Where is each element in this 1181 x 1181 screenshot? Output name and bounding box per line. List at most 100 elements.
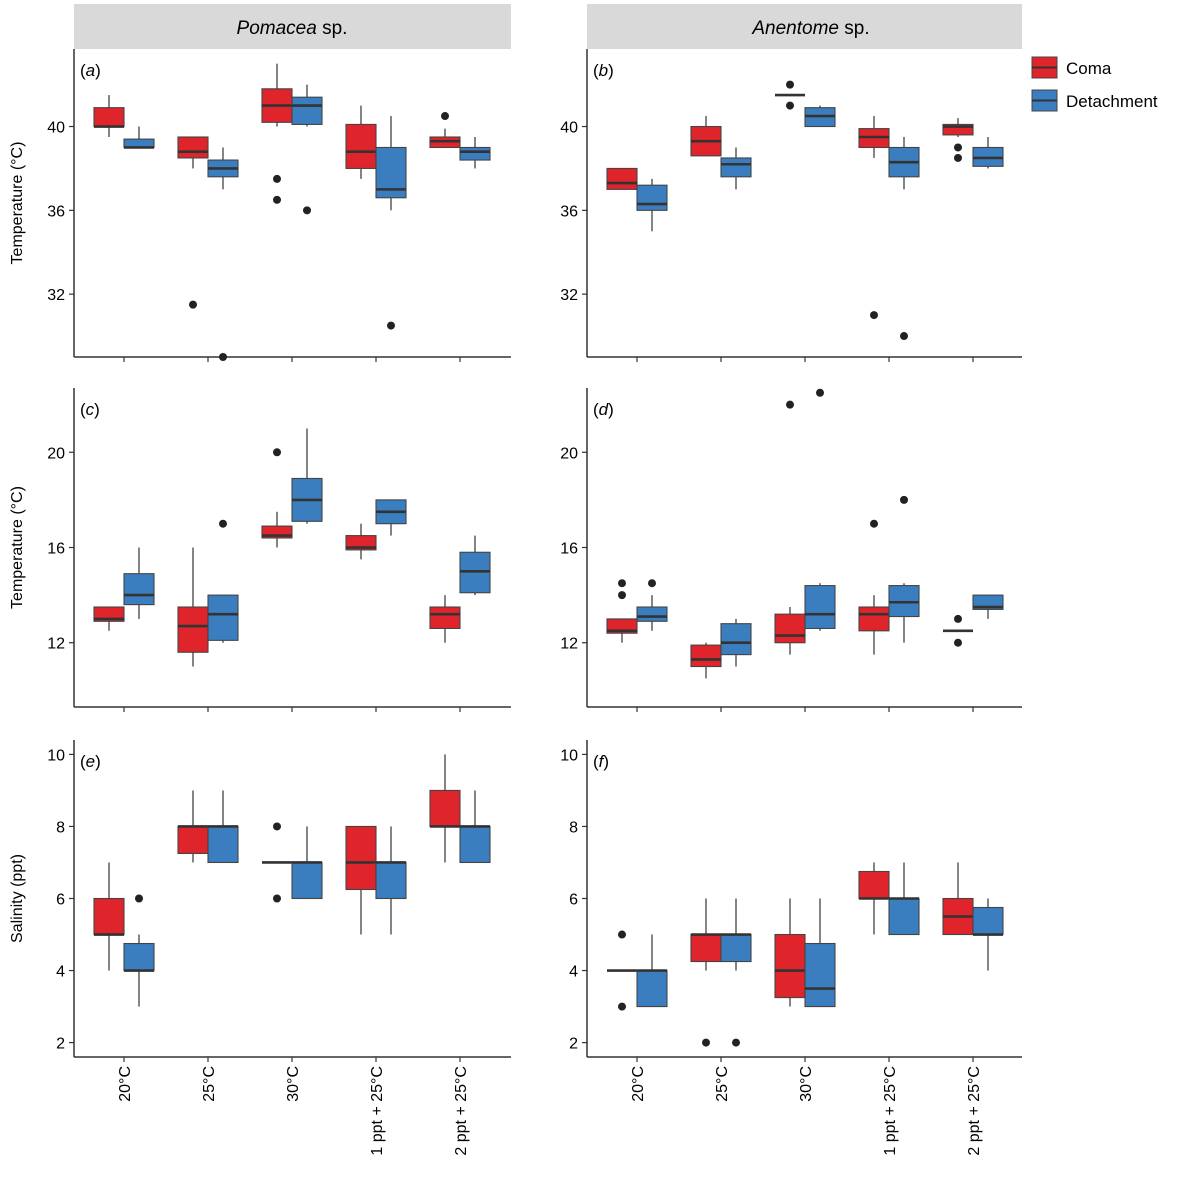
legend-label-detachment: Detachment bbox=[1066, 92, 1158, 111]
box-coma bbox=[858, 862, 890, 935]
panel-a: 32 36 40 (a) Temperature (°C) bbox=[9, 49, 511, 362]
y-axis-title: Temperature (°C) bbox=[9, 142, 26, 265]
y-tick-label: 10 bbox=[560, 747, 578, 764]
outlier-point bbox=[870, 311, 878, 320]
box-detachment bbox=[207, 790, 239, 864]
box-iqr bbox=[972, 906, 1004, 936]
x-tick-label: 25°C bbox=[714, 1066, 731, 1102]
panel-label-letter: b bbox=[599, 61, 608, 80]
box-coma bbox=[858, 116, 890, 320]
outlier-point bbox=[816, 388, 824, 397]
box-iqr bbox=[207, 825, 239, 864]
outlier-point bbox=[954, 638, 962, 647]
box-coma bbox=[942, 862, 974, 936]
box-iqr bbox=[93, 107, 125, 128]
y-axis-title: Temperature (°C) bbox=[9, 486, 26, 609]
box-coma bbox=[690, 642, 722, 679]
outlier-point bbox=[441, 112, 449, 121]
box-iqr bbox=[858, 606, 890, 632]
box-coma bbox=[345, 825, 377, 935]
box-iqr bbox=[429, 789, 461, 828]
panel-f: 2 4 6 8 10 (f) bbox=[560, 740, 1022, 1062]
box-iqr bbox=[459, 146, 491, 161]
x-tick-label: 1 ppt + 25°C bbox=[369, 1066, 386, 1156]
panel-label: (c) bbox=[80, 400, 100, 419]
y-tick-label: 6 bbox=[56, 892, 65, 909]
y-axis-title: Salinity (ppt) bbox=[9, 854, 26, 943]
box-iqr bbox=[375, 861, 407, 900]
outlier-point bbox=[870, 519, 878, 528]
panel-label: (e) bbox=[80, 752, 101, 771]
box-detachment bbox=[375, 116, 407, 330]
outlier-point bbox=[732, 1038, 740, 1047]
box-coma bbox=[775, 80, 805, 110]
box-coma bbox=[774, 400, 806, 655]
box-detachment bbox=[888, 137, 920, 341]
box-detachment bbox=[375, 499, 407, 536]
outlier-point bbox=[900, 332, 908, 341]
y-tick-label: 2 bbox=[56, 1036, 65, 1053]
outlier-point bbox=[273, 174, 281, 183]
box-coma bbox=[345, 523, 377, 560]
box-iqr bbox=[774, 933, 806, 999]
strip-label-left: Pomacea sp. bbox=[237, 18, 348, 39]
strip-italic-right: Anentome bbox=[751, 18, 839, 39]
box-iqr bbox=[858, 870, 890, 900]
box-detachment bbox=[720, 898, 752, 1047]
box-iqr bbox=[207, 594, 239, 641]
box-iqr bbox=[636, 184, 668, 211]
outlier-point bbox=[954, 143, 962, 152]
box-detachment bbox=[720, 147, 752, 190]
y-tick-label: 4 bbox=[569, 964, 578, 981]
panel-d: 12 16 20 (d) bbox=[560, 388, 1022, 712]
box-detachment bbox=[207, 147, 239, 361]
outlier-point bbox=[954, 153, 962, 162]
strip-label-right: Anentome sp. bbox=[751, 18, 869, 39]
x-tick-label: 1 ppt + 25°C bbox=[882, 1066, 899, 1156]
y-tick-label: 12 bbox=[560, 636, 578, 653]
y-tick-label: 32 bbox=[560, 287, 578, 304]
box-coma bbox=[93, 862, 125, 971]
y-tick-label: 40 bbox=[560, 120, 578, 137]
box-iqr bbox=[774, 613, 806, 644]
box-coma bbox=[93, 95, 125, 137]
y-tick-label: 8 bbox=[56, 819, 65, 836]
x-tick-label: 30°C bbox=[798, 1066, 815, 1102]
box-detachment bbox=[291, 428, 323, 524]
panel-label-letter: a bbox=[86, 61, 95, 80]
y-tick-label: 32 bbox=[47, 287, 65, 304]
outlier-point bbox=[618, 1002, 626, 1011]
panel-e: 2 4 6 8 10 (e) Salinity (ppt) bbox=[9, 740, 511, 1062]
panel-label: (f) bbox=[593, 752, 609, 771]
box-iqr bbox=[291, 96, 323, 125]
box-detachment bbox=[123, 126, 155, 149]
outlier-point bbox=[189, 300, 197, 309]
strip-right bbox=[587, 4, 1022, 49]
outlier-point bbox=[273, 894, 281, 903]
box-detachment bbox=[804, 105, 836, 128]
box-iqr bbox=[804, 585, 836, 629]
outlier-point bbox=[618, 930, 626, 939]
box-iqr bbox=[459, 825, 491, 864]
box-iqr bbox=[123, 942, 155, 972]
box-iqr bbox=[888, 897, 920, 936]
outlier-point bbox=[273, 195, 281, 204]
box-coma bbox=[606, 167, 638, 190]
y-tick-label: 36 bbox=[560, 203, 578, 220]
x-tick-label: 2 ppt + 25°C bbox=[966, 1066, 983, 1156]
box-iqr bbox=[804, 942, 836, 1008]
strip-italic-left: Pomacea bbox=[237, 18, 317, 39]
box-detachment bbox=[636, 934, 668, 1008]
box-detachment bbox=[888, 495, 920, 643]
y-tick-label: 20 bbox=[47, 445, 65, 462]
box-detachment bbox=[291, 84, 323, 215]
outlier-point bbox=[303, 206, 311, 215]
legend-label-coma: Coma bbox=[1066, 59, 1112, 78]
box-coma bbox=[690, 116, 722, 157]
box-detachment bbox=[972, 137, 1004, 169]
outlier-point bbox=[219, 353, 227, 361]
outlier-point bbox=[219, 519, 227, 528]
box-coma bbox=[177, 547, 209, 667]
y-tick-label: 2 bbox=[569, 1036, 578, 1053]
